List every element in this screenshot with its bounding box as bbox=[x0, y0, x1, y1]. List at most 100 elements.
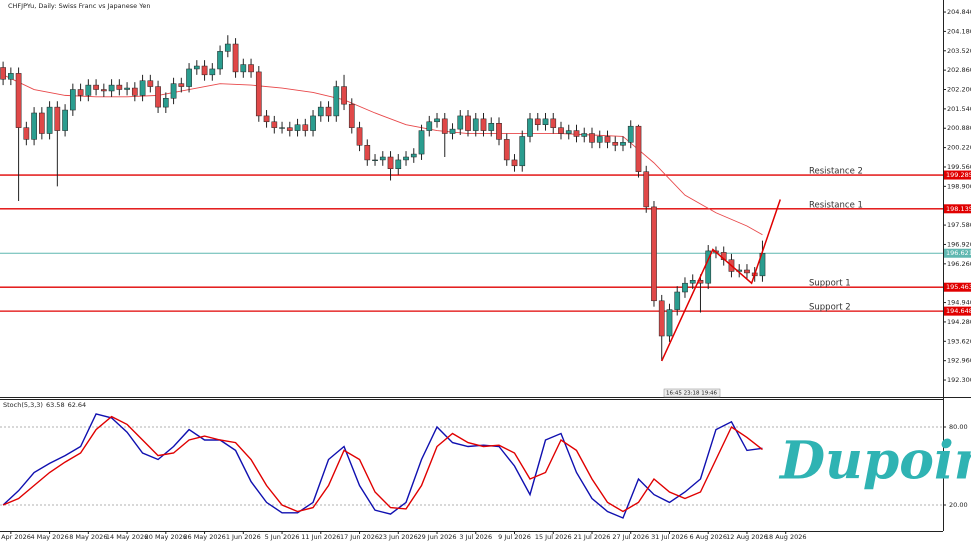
candle-body bbox=[31, 112, 37, 140]
candle-body bbox=[364, 145, 371, 161]
candle-body bbox=[651, 206, 657, 302]
candle-body bbox=[116, 84, 123, 90]
price-badge bbox=[944, 170, 971, 180]
x-tick-label: 15 Jul 2026 bbox=[535, 533, 572, 541]
candle-body bbox=[395, 159, 402, 169]
candle-body bbox=[604, 136, 611, 143]
x-tick-label: 20 May 2026 bbox=[145, 533, 187, 541]
candle-body bbox=[85, 84, 92, 96]
candle-body bbox=[294, 124, 301, 131]
y-tick-label: 196.260 bbox=[947, 260, 971, 268]
x-tick-label: 6 Aug 2026 bbox=[689, 533, 727, 541]
candle-body bbox=[333, 86, 340, 117]
candle-body bbox=[472, 118, 479, 131]
x-tick-label: 4 May 2026 bbox=[30, 533, 68, 541]
candle-body bbox=[193, 65, 200, 70]
candle-body bbox=[410, 153, 417, 158]
stoch-label-part: 62.64 bbox=[68, 401, 87, 409]
stoch-label-part: Stoch(5,3,3) bbox=[3, 401, 43, 409]
candle-body bbox=[209, 68, 216, 76]
x-tick-label: 14 May 2026 bbox=[106, 533, 148, 541]
x-tick-label: 12 Aug 2026 bbox=[726, 533, 768, 541]
candle-body bbox=[418, 130, 425, 155]
y-tick-label: 202.200 bbox=[947, 86, 971, 94]
candle-body bbox=[674, 291, 681, 310]
candle-body bbox=[69, 89, 76, 111]
candle-body bbox=[596, 136, 603, 143]
candle-body bbox=[248, 64, 254, 73]
candle-body bbox=[317, 106, 324, 117]
stoch-label-part: 63.58 bbox=[46, 401, 65, 409]
candle-body bbox=[441, 118, 448, 134]
candle-body bbox=[15, 73, 22, 128]
candle-body bbox=[23, 127, 30, 140]
stoch-line bbox=[2, 415, 763, 513]
y-tick-label: 201.540 bbox=[947, 105, 971, 113]
candle-body bbox=[54, 106, 61, 131]
candle-body bbox=[279, 127, 285, 129]
candle-body bbox=[310, 115, 316, 131]
x-tick-label: 17 Jun 2026 bbox=[340, 533, 379, 541]
candle-body bbox=[682, 282, 688, 293]
candle-body bbox=[565, 130, 572, 134]
candle-body bbox=[224, 43, 231, 52]
candle-body bbox=[403, 156, 409, 161]
candle-body bbox=[612, 142, 619, 146]
x-tick-label: 8 May 2026 bbox=[69, 533, 107, 541]
x-tick-label: 23 Jun 2026 bbox=[379, 533, 418, 541]
y-tick-label: 199.560 bbox=[947, 163, 971, 171]
candle-body bbox=[186, 68, 192, 87]
timer-box bbox=[663, 388, 721, 398]
x-tick-label: 5 Jun 2026 bbox=[265, 533, 300, 541]
candle-body bbox=[100, 89, 107, 92]
candle-body bbox=[217, 51, 223, 70]
candle-body bbox=[488, 123, 495, 131]
candle-body bbox=[527, 118, 533, 137]
x-tick-label: 29 Jun 2026 bbox=[417, 533, 456, 541]
x-tick-label: 1 Jun 2026 bbox=[226, 533, 261, 541]
candle-body bbox=[496, 123, 502, 140]
candle-body bbox=[108, 84, 115, 92]
y-tick-label: 192.300 bbox=[947, 376, 971, 384]
candle-body bbox=[379, 156, 386, 161]
y-tick-label: 204.840 bbox=[947, 8, 971, 16]
candle-body bbox=[387, 156, 394, 169]
candle-body bbox=[93, 84, 99, 90]
candle-body bbox=[0, 67, 6, 80]
x-tick-label: 9 Jul 2026 bbox=[498, 533, 531, 541]
candle-body bbox=[62, 109, 68, 131]
candle-body bbox=[348, 103, 355, 128]
chart-title: CHFJPYu, Daily: Swiss Franc vs Japanese … bbox=[8, 2, 150, 10]
candle-body bbox=[658, 300, 665, 337]
price-badge bbox=[944, 282, 971, 292]
candle-body bbox=[519, 136, 526, 167]
level-label: Resistance 2 bbox=[809, 167, 863, 177]
logo: Dupoin bbox=[778, 431, 971, 492]
y-tick-label: 202.860 bbox=[947, 66, 971, 74]
candle-body bbox=[356, 127, 363, 146]
x-tick-label: 21 Jul 2026 bbox=[574, 533, 611, 541]
price-badge-label: 199.285 bbox=[946, 171, 971, 179]
price-badge-label: 194.648 bbox=[946, 307, 971, 315]
candle-body bbox=[240, 64, 247, 73]
y-tick-label: 200.880 bbox=[947, 124, 971, 132]
candle-body bbox=[542, 118, 549, 125]
candle-body bbox=[255, 71, 262, 117]
x-tick-label: 3 Jul 2026 bbox=[459, 533, 492, 541]
candle-body bbox=[558, 127, 564, 134]
y-tick-label: 196.920 bbox=[947, 240, 971, 248]
candle-body bbox=[325, 106, 332, 117]
y-tick-label: 204.180 bbox=[947, 27, 971, 35]
x-tick-label: 31 Jul 2026 bbox=[651, 533, 688, 541]
y-tick-label: 192.960 bbox=[947, 357, 971, 365]
y-tick-label: 198.900 bbox=[947, 182, 971, 190]
candle-body bbox=[620, 142, 626, 146]
level-label: Support 2 bbox=[809, 303, 851, 313]
timer-label: 16:45 23:18 19:46 bbox=[666, 391, 718, 397]
trendline bbox=[661, 199, 781, 362]
y-tick-label: 193.620 bbox=[947, 337, 971, 345]
candle-body bbox=[124, 87, 130, 90]
candle-body bbox=[147, 80, 154, 87]
